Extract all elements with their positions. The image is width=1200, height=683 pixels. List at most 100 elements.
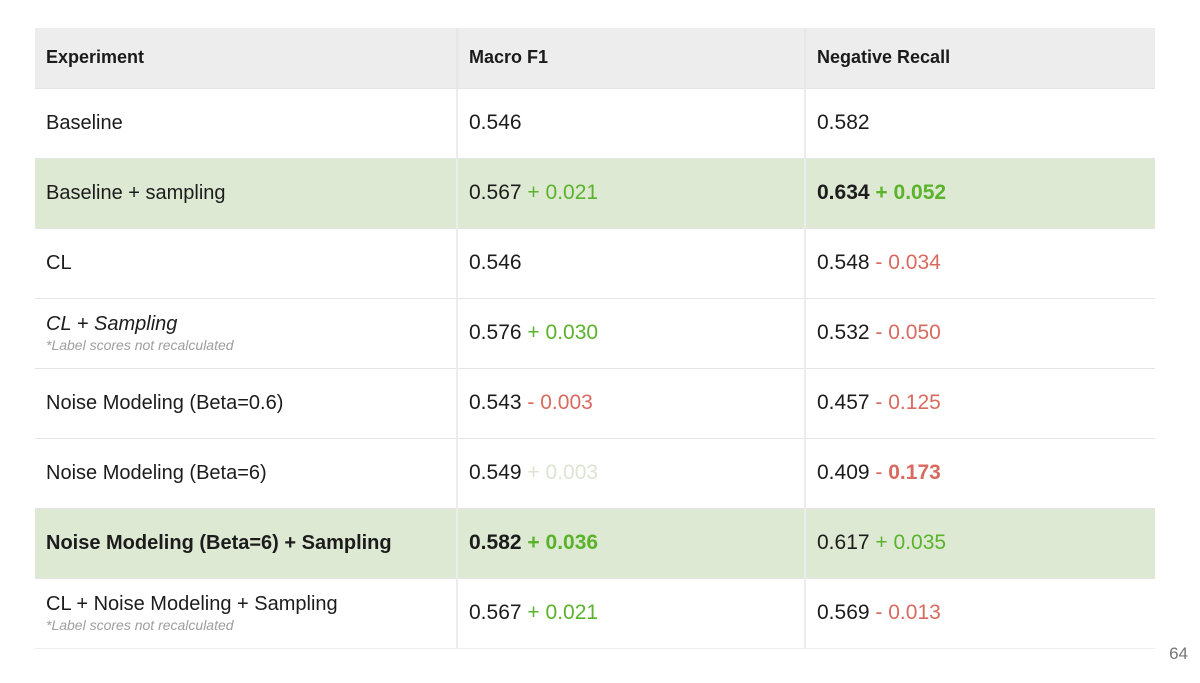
metric-delta: - 0.013 [875, 601, 940, 624]
metric-value: 0.567 [469, 601, 522, 624]
col-header-macro-f1: Macro F1 [456, 28, 805, 88]
delta-sign: + [527, 601, 540, 624]
macro-f1-cell: 0.576 + 0.030 [456, 297, 805, 368]
delta-value: 0.036 [545, 531, 599, 554]
experiment-label: Baseline [46, 112, 123, 134]
experiment-label: Baseline + sampling [46, 182, 226, 204]
negative-recall-cell: 0.409 - 0.173 [804, 437, 1155, 508]
delta-sign: - [875, 391, 883, 414]
metric-delta: - 0.050 [875, 321, 940, 344]
metric-delta: + 0.035 [875, 531, 946, 554]
experiment-label: CL + Sampling [46, 312, 178, 335]
macro-f1-cell: 0.543 - 0.003 [456, 367, 805, 438]
col-header-negative-recall: Negative Recall [804, 28, 1155, 88]
delta-value: 0.030 [545, 321, 599, 344]
experiment-note: *Label scores not recalculated [46, 336, 234, 353]
metric-delta: + 0.003 [527, 461, 598, 484]
metric-delta: + 0.021 [527, 181, 598, 204]
delta-value: 0.052 [893, 181, 947, 204]
negative-recall-cell: 0.582 [804, 87, 1155, 158]
metric-value: 0.548 [817, 251, 870, 274]
table-row: CL + Sampling *Label scores not recalcul… [35, 297, 1155, 368]
metric-value: 0.634 [817, 181, 870, 204]
negative-recall-cell: 0.569 - 0.013 [804, 577, 1155, 649]
delta-sign: + [875, 531, 888, 554]
metric-value: 0.543 [469, 391, 522, 414]
metric-value: 0.546 [469, 251, 522, 274]
macro-f1-cell: 0.567 + 0.021 [456, 157, 805, 228]
metric-value: 0.582 [817, 111, 870, 134]
experiment-label: CL [46, 252, 72, 274]
metric-value: 0.546 [469, 111, 522, 134]
experiment-label: Noise Modeling (Beta=6) + Sampling [46, 532, 392, 554]
metric-delta: + 0.021 [527, 601, 598, 624]
metric-value: 0.457 [817, 391, 870, 414]
experiment-note: *Label scores not recalculated [46, 616, 234, 633]
delta-value: 0.034 [888, 251, 941, 274]
experiment-cell: CL + Sampling *Label scores not recalcul… [35, 297, 457, 368]
table-row: Baseline + sampling 0.567 + 0.021 0.634 … [35, 157, 1155, 228]
macro-f1-cell: 0.546 [456, 87, 805, 158]
delta-sign: + [527, 181, 540, 204]
experiment-cell: Noise Modeling (Beta=0.6) [35, 367, 457, 438]
table-row: CL + Noise Modeling + Sampling *Label sc… [35, 577, 1155, 649]
metric-delta: - 0.173 [875, 461, 940, 484]
metric-value: 0.532 [817, 321, 870, 344]
table-row: Noise Modeling (Beta=0.6) 0.543 - 0.003 … [35, 367, 1155, 438]
delta-sign: - [875, 251, 883, 274]
experiment-cell: Noise Modeling (Beta=6) + Sampling [35, 507, 457, 578]
negative-recall-cell: 0.548 - 0.034 [804, 227, 1155, 298]
negative-recall-cell: 0.457 - 0.125 [804, 367, 1155, 438]
metric-delta: + 0.036 [527, 531, 598, 554]
table-header: Experiment Macro F1 Negative Recall [35, 28, 1155, 88]
delta-sign: + [527, 321, 540, 344]
metric-delta: + 0.052 [875, 181, 946, 204]
metric-delta: + 0.030 [527, 321, 598, 344]
delta-value: 0.013 [888, 601, 941, 624]
macro-f1-cell: 0.567 + 0.021 [456, 577, 805, 649]
macro-f1-cell: 0.546 [456, 227, 805, 298]
experiment-cell: CL [35, 227, 457, 298]
experiment-cell: CL + Noise Modeling + Sampling *Label sc… [35, 577, 457, 649]
experiment-cell: Baseline + sampling [35, 157, 457, 228]
metric-value: 0.576 [469, 321, 522, 344]
delta-sign: + [875, 181, 888, 204]
delta-value: 0.173 [888, 461, 941, 484]
page-number: 64 [1169, 644, 1188, 663]
metric-delta: - 0.125 [875, 391, 940, 414]
delta-sign: - [875, 461, 883, 484]
macro-f1-cell: 0.549 + 0.003 [456, 437, 805, 508]
delta-value: 0.021 [545, 601, 599, 624]
experiment-cell: Baseline [35, 87, 457, 158]
experiment-cell: Noise Modeling (Beta=6) [35, 437, 457, 508]
negative-recall-cell: 0.617 + 0.035 [804, 507, 1155, 578]
table-row: CL 0.546 0.548 - 0.034 [35, 227, 1155, 298]
delta-value: 0.021 [545, 181, 599, 204]
metric-delta: - 0.034 [875, 251, 940, 274]
metric-value: 0.569 [817, 601, 870, 624]
header-row: Experiment Macro F1 Negative Recall [35, 28, 1155, 88]
delta-sign: + [527, 461, 540, 484]
negative-recall-cell: 0.634 + 0.052 [804, 157, 1155, 228]
col-header-experiment: Experiment [35, 28, 457, 88]
experiment-label: CL + Noise Modeling + Sampling [46, 592, 338, 615]
metric-delta: - 0.003 [527, 391, 592, 414]
metric-value: 0.549 [469, 461, 522, 484]
results-table: Experiment Macro F1 Negative Recall Base… [35, 28, 1155, 649]
metric-value: 0.582 [469, 531, 522, 554]
delta-value: 0.125 [888, 391, 941, 414]
delta-value: 0.050 [888, 321, 941, 344]
table-row: Noise Modeling (Beta=6) 0.549 + 0.003 0.… [35, 437, 1155, 508]
metric-value: 0.409 [817, 461, 870, 484]
metric-value: 0.617 [817, 531, 870, 554]
negative-recall-cell: 0.532 - 0.050 [804, 297, 1155, 368]
experiment-label: Noise Modeling (Beta=0.6) [46, 392, 284, 414]
table-row: Baseline 0.546 0.582 [35, 87, 1155, 158]
metric-value: 0.567 [469, 181, 522, 204]
delta-value: 0.035 [893, 531, 947, 554]
delta-sign: - [875, 601, 883, 624]
macro-f1-cell: 0.582 + 0.036 [456, 507, 805, 578]
experiment-label: Noise Modeling (Beta=6) [46, 462, 267, 484]
delta-value: 0.003 [540, 391, 593, 414]
